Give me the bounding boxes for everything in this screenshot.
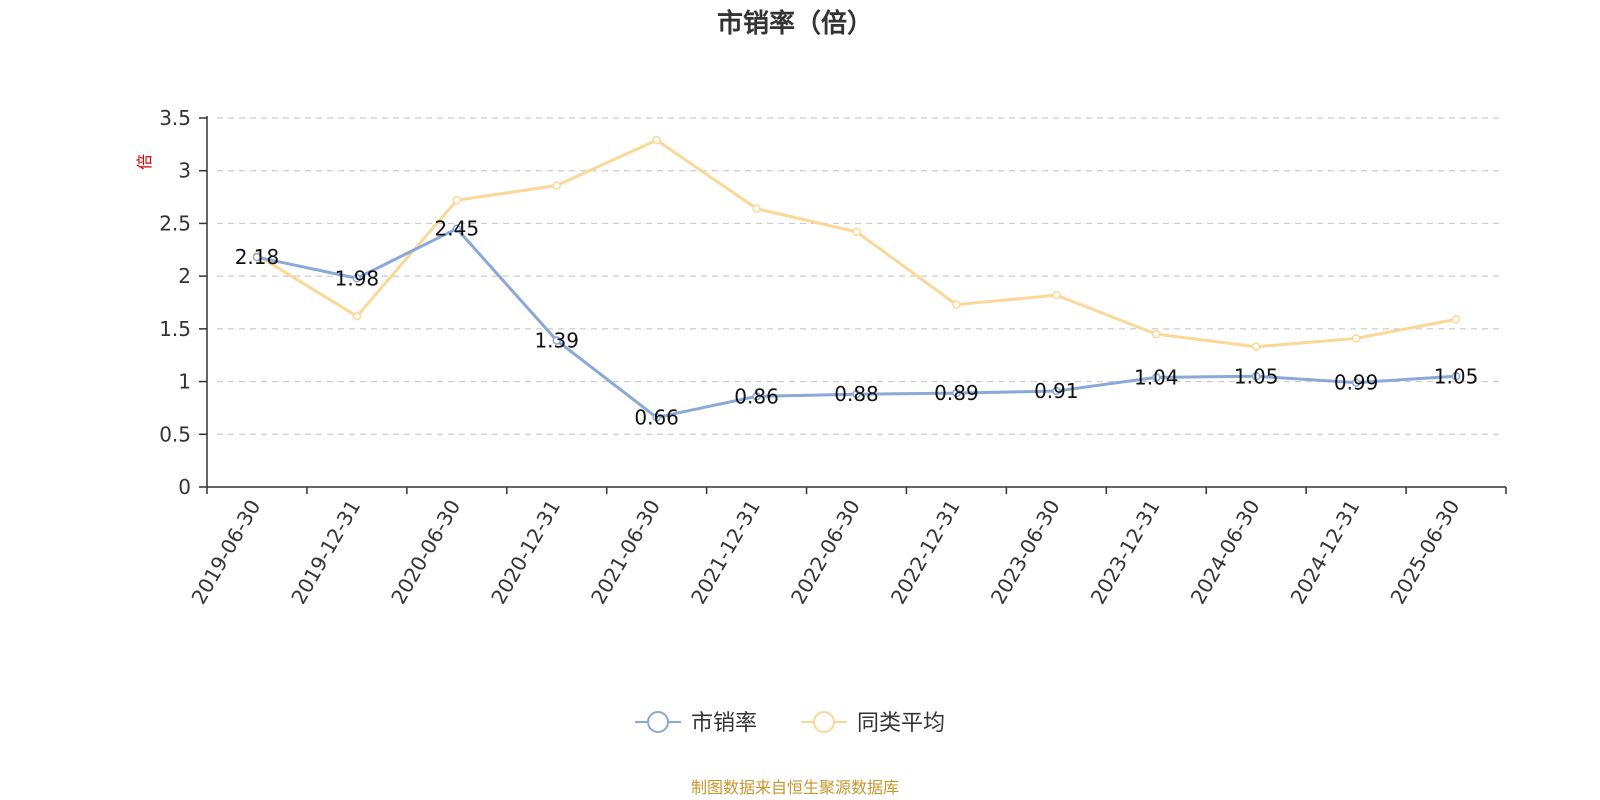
x-tick-label: 2023-12-31: [1086, 496, 1165, 609]
x-tick-label: 2025-06-30: [1385, 496, 1464, 609]
grid-lines: [217, 117, 1502, 435]
x-tick-label: 2023-06-30: [986, 496, 1065, 609]
data-point: [652, 413, 661, 422]
data-point: [252, 252, 262, 262]
y-tick-label: 3: [178, 159, 191, 183]
data-point: [452, 224, 462, 233]
data-point: [1152, 329, 1161, 339]
y-tick-label: 2.5: [159, 211, 191, 235]
data-point: [1451, 315, 1461, 324]
data-label: 0.88: [834, 382, 879, 406]
data-point: [352, 311, 362, 321]
data-point: [652, 135, 661, 145]
chart-title: 市销率（倍）: [717, 8, 873, 39]
source-note: 制图数据来自恒生聚源数据库: [691, 778, 899, 797]
x-tick-label: 2022-06-30: [786, 496, 865, 609]
x-tick-label: 2022-12-31: [886, 496, 965, 609]
legend-label: 市销率: [691, 711, 757, 736]
data-point: [1251, 342, 1261, 352]
data-point: [552, 336, 561, 345]
data-point: [1052, 386, 1061, 396]
y-tick-label: 3.5: [159, 106, 191, 130]
x-tick-label: 2021-06-30: [586, 496, 665, 609]
data-point: [1451, 372, 1461, 381]
data-point: [1052, 290, 1061, 300]
data-point: [752, 204, 761, 213]
x-tick-label: 2021-12-31: [686, 496, 765, 609]
y-tick-label: 2: [178, 264, 191, 288]
data-label: 1.39: [534, 328, 579, 352]
x-tick-label: 2019-12-31: [286, 496, 365, 609]
data-point: [1351, 334, 1361, 343]
data-label: 1.05: [1434, 364, 1479, 388]
data-label: 0.89: [934, 381, 979, 405]
data-point: [852, 389, 861, 399]
data-label: 1.98: [335, 266, 380, 290]
data-point: [752, 392, 761, 401]
data-label: 2.18: [235, 245, 280, 269]
data-point: [1152, 373, 1161, 382]
y-tick-label: 1: [178, 370, 191, 394]
legend-marker: [813, 711, 835, 733]
legend-label: 同类平均: [857, 711, 945, 736]
data-point: [1351, 378, 1361, 387]
x-tick-label: 2020-06-30: [386, 496, 465, 609]
data-point: [452, 195, 462, 205]
y-tick-label: 1.5: [159, 317, 191, 341]
x-tick-label: 2019-06-30: [186, 496, 265, 609]
y-tick-label: 0: [178, 475, 191, 499]
data-labels: 2.18 1.98 2.45 1.39 0.66 0.86 0.88 0.89 0.91 1.04…: [235, 217, 1479, 430]
data-label: 2.45: [435, 217, 480, 241]
x-tick-label: 2024-12-31: [1286, 496, 1365, 609]
data-point: [952, 300, 961, 309]
y-axis-label: 倍: [135, 154, 154, 170]
data-label: 0.99: [1334, 371, 1379, 395]
y-tick-label: 0.5: [159, 422, 191, 446]
legend: 市销率 同类平均: [635, 711, 945, 736]
x-tick-label: 2020-12-31: [486, 496, 565, 609]
x-tick-label: 2024-06-30: [1186, 496, 1265, 609]
data-point: [552, 181, 561, 190]
data-label: 0.66: [634, 405, 679, 429]
data-label: 0.86: [734, 384, 779, 408]
data-label: 1.04: [1134, 365, 1179, 389]
data-label: 0.91: [1034, 379, 1079, 403]
legend-marker: [647, 711, 669, 733]
data-label: 1.05: [1234, 364, 1279, 388]
axes: 0 0.5 1 1.5 2 2.5 3 3.5 2019-06-30 2019-12-31 2020…: [159, 106, 1507, 609]
data-point: [1251, 372, 1261, 381]
data-point: [952, 388, 961, 398]
series-group: [252, 135, 1461, 422]
data-point: [352, 274, 362, 283]
data-point: [852, 227, 861, 237]
